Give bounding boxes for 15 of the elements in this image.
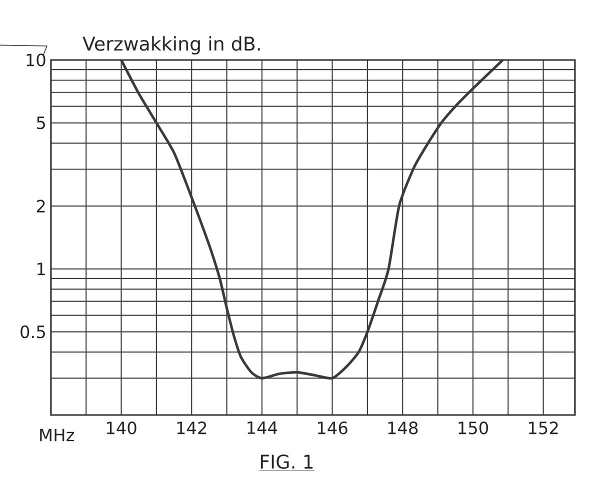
text: FIG. 1	[260, 454, 313, 469]
x-tick-label: 146	[318, 422, 348, 434]
x-tick-label: 142	[177, 422, 206, 434]
y-tick-label: 2	[36, 200, 45, 212]
y-tick-label: 1	[38, 262, 45, 276]
y-tick-label: 10	[26, 54, 46, 66]
y-axis-title: Verzwakking in dB.	[82, 36, 260, 54]
x-axis-title: MHz	[40, 428, 74, 442]
x-tick-label: 144	[248, 422, 278, 434]
y-tick-label: 0.5	[20, 325, 45, 338]
x-tick-label: 140	[106, 422, 136, 434]
x-tick-label: 150	[458, 422, 488, 434]
y-tick-label: 5	[36, 116, 45, 130]
x-tick-label: 148	[388, 422, 418, 434]
x-tick-label: 152	[528, 422, 558, 434]
